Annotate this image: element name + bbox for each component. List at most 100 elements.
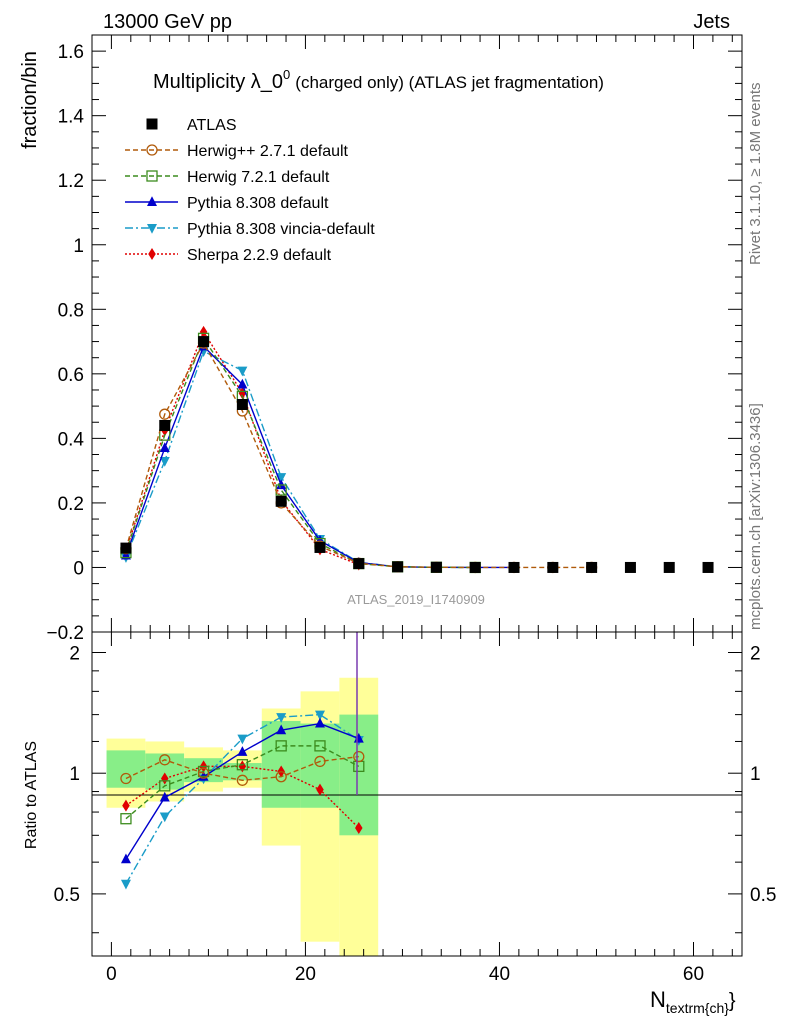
legend-label: Pythia 8.308 vincia-default [187, 221, 375, 238]
main-y-tick-label: 1.6 [58, 42, 84, 63]
legend-label: Herwig 7.2.1 default [187, 169, 330, 186]
data-point [276, 479, 287, 490]
legend-label: Sherpa 2.2.9 default [187, 247, 332, 264]
data-point [236, 398, 248, 410]
main-x-ticks [110, 35, 733, 632]
ratio-point [276, 713, 287, 723]
data-point [430, 561, 442, 573]
ratio-point [159, 780, 171, 792]
header-jets-label: Jets [693, 11, 730, 33]
legend-marker [146, 144, 158, 156]
legend-item: Herwig++ 2.7.1 default [125, 143, 349, 160]
ratio-x-axis: 0 20 40 60 [106, 632, 733, 985]
ratio-point [120, 772, 132, 785]
x-axis-label-brace: } [729, 990, 736, 1012]
series-line [125, 341, 592, 569]
data-point [159, 442, 170, 453]
ratio-line [125, 755, 359, 782]
x-axis-label: Ntextrm{ch}} [650, 987, 736, 1016]
series-line [125, 336, 476, 569]
data-point [199, 325, 208, 338]
main-y-tick-label: 1.2 [58, 171, 84, 192]
ratio-point [122, 799, 130, 812]
data-point [663, 561, 675, 573]
ratio-series-2 [120, 717, 364, 864]
series-2 [120, 332, 481, 574]
ratio-point [120, 813, 132, 825]
main-y-tick-label: 0.8 [58, 300, 84, 321]
ratio-x-tick-label: 20 [295, 964, 316, 985]
ratio-panel-frame [91, 631, 743, 957]
ratio-y-tick-label: 1 [69, 764, 80, 785]
rivet-version-label: Rivet 3.1.10, ≥ 1.8M events [747, 83, 764, 266]
ratio-point [316, 783, 324, 796]
chart-title: Multiplicity λ_00 (charged only) (ATLAS j… [153, 67, 604, 93]
legend-label: ATLAS [187, 117, 237, 134]
data-point [314, 541, 326, 553]
ratio-series-group [120, 710, 365, 890]
ratio-point [314, 710, 325, 721]
ratio-series-1 [120, 740, 365, 825]
legend-marker [146, 170, 158, 182]
chart-title-main: Multiplicity λ_0 [153, 71, 283, 93]
main-series-group [120, 325, 714, 574]
legend-item: Pythia 8.308 vincia-default [125, 221, 375, 238]
ratio-y-tick-label-right: 2 [750, 644, 761, 665]
ratio-y-axis-label: Ratio to ATLAS [23, 741, 40, 849]
ratio-point [120, 879, 131, 890]
ratio-line [125, 745, 360, 820]
ratio-point [237, 746, 248, 756]
ratio-point [237, 734, 248, 745]
ratio-y-axis: 0.5 0.5 1 1 2 2 [54, 644, 776, 934]
legend-item: Pythia 8.308 default [125, 195, 329, 212]
ratio-point [276, 724, 287, 735]
ratio-point [120, 853, 131, 864]
series-1 [120, 337, 598, 574]
ratio-point [314, 755, 326, 768]
data-point [586, 561, 598, 573]
legend: ATLAS Herwig++ 2.7.1 default Herwig 7.2.1 … [125, 117, 375, 264]
ratio-point [275, 740, 287, 752]
series-3 [120, 340, 520, 572]
data-point [159, 408, 171, 420]
chart-title-superscript: 0 [283, 67, 290, 82]
header-energy-label: 13000 GeV pp [103, 11, 232, 33]
ratio-series-0 [120, 750, 365, 786]
series-0 [120, 336, 714, 573]
stat-uncertainty-band [261, 720, 301, 808]
data-point [237, 366, 248, 377]
ratio-point [314, 717, 325, 728]
data-point [275, 495, 287, 507]
data-point [392, 561, 404, 573]
series-5 [122, 325, 363, 571]
data-point [508, 561, 520, 573]
legend-item: Sherpa 2.2.9 default [125, 247, 332, 264]
x-axis-label-sub: textrm{ch} [666, 1000, 729, 1016]
main-y-axis: −0.2 0 0.2 0.4 0.6 0.8 1 1.2 1.4 1.6 [46, 42, 742, 644]
ratio-point [159, 754, 171, 766]
ratio-x-tick-label: 40 [489, 964, 510, 985]
legend-marker [147, 224, 157, 234]
mcplots-site-label: mcplots.cern.ch [arXiv:1306.3436] [747, 403, 764, 630]
series-line [125, 350, 476, 569]
data-point [120, 542, 132, 554]
ratio-point [353, 750, 365, 763]
data-point [276, 473, 287, 483]
main-y-tick-label: 1 [73, 236, 84, 257]
data-point [624, 561, 636, 573]
data-point [547, 561, 559, 573]
legend-label: Herwig++ 2.7.1 default [187, 143, 349, 160]
main-y-tick-label: 0.2 [58, 494, 84, 515]
main-y-tick-label: 0.6 [58, 365, 84, 386]
ratio-point [159, 791, 170, 802]
stat-uncertainty-band [106, 750, 146, 788]
ratio-point [236, 774, 249, 786]
ratio-point [355, 822, 363, 835]
main-y-axis-label: fraction/bin [19, 51, 41, 149]
legend-marker [147, 196, 157, 206]
main-y-tick-label: 0 [73, 558, 84, 579]
ratio-uncertainty-bands [106, 677, 379, 956]
ratio-y-tick-label: 0.5 [54, 885, 80, 906]
ratio-x-tick-label: 0 [106, 964, 117, 985]
data-point [159, 419, 171, 431]
